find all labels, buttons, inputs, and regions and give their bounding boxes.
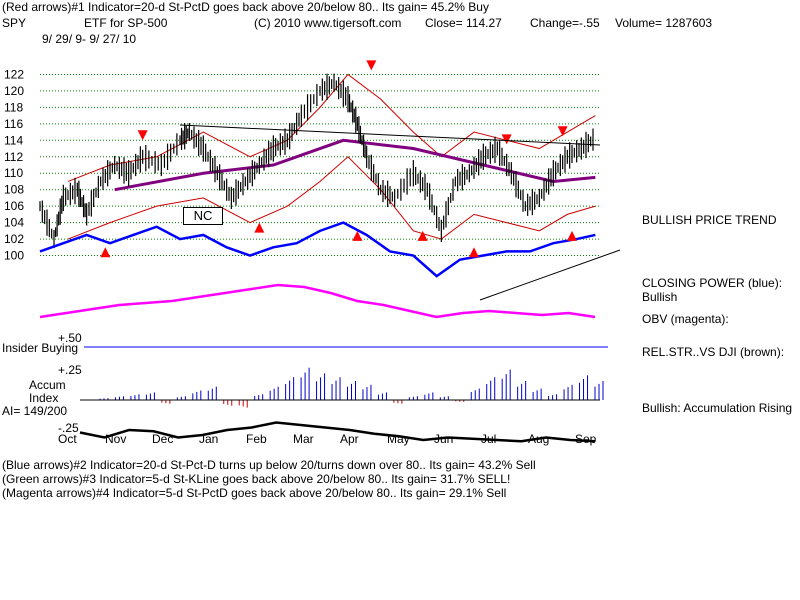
closing-power-label: CLOSING POWER (blue): — [642, 276, 783, 290]
y-tick-122: 122 — [4, 67, 24, 81]
y-tick-112: 112 — [4, 150, 23, 164]
nc-label: NC — [183, 207, 223, 225]
month-Sep: Sep — [575, 432, 597, 446]
bullish-trend-label: BULLISH PRICE TREND — [642, 213, 777, 227]
gridlines — [40, 73, 600, 257]
up-arrow-0 — [100, 247, 111, 258]
closing-power-status: Bullish — [642, 290, 678, 304]
down-arrow-0 — [137, 130, 148, 141]
closing-power-line — [39, 221, 596, 278]
ai-label: AI= 149/200 — [2, 404, 68, 418]
obv-label: OBV (magenta): — [642, 312, 729, 326]
month-Mar: Mar — [293, 432, 314, 446]
month-Apr: Apr — [340, 432, 359, 446]
down-arrow-2 — [501, 134, 512, 145]
up-arrow-5 — [567, 230, 577, 241]
y-tick-102: 102 — [4, 232, 24, 246]
plus25-label: +.25 — [58, 363, 82, 377]
up-arrow-4 — [469, 247, 479, 258]
price-bars — [39, 73, 594, 249]
trendline — [479, 249, 621, 301]
rel-strength-line — [79, 421, 596, 443]
y-tick-106: 106 — [4, 199, 24, 213]
month-Jan: Jan — [199, 432, 218, 446]
change-value: Change=-.55 — [530, 16, 600, 30]
symbol-name: ETF for SP-500 — [84, 16, 168, 30]
insider-buying-label: Insider Buying — [2, 341, 79, 355]
obv-line — [39, 283, 596, 319]
close-value: Close= 114.27 — [425, 16, 502, 30]
down-arrow-3 — [557, 126, 568, 137]
volume-value: Volume= 1287603 — [615, 16, 713, 30]
date-range: 9/ 29/ 9- 9/ 27/ 10 — [42, 32, 137, 46]
y-tick-114: 114 — [4, 133, 23, 147]
index-label: Index — [29, 391, 59, 405]
indicator-3-text: (Green arrows)#3 Indicator=5-d St-KLine … — [2, 472, 511, 486]
resistance-line — [179, 124, 601, 146]
accum-label: Accum — [29, 378, 66, 392]
y-tick-110: 110 — [4, 166, 23, 180]
month-Jun: Jun — [434, 432, 453, 446]
minus25-label: -.25 — [58, 421, 79, 435]
closing-power-line — [39, 221, 596, 278]
symbol-label: SPY — [2, 16, 27, 30]
copyright-label: (C) 2010 www.tigersoft.com — [254, 16, 402, 30]
indicator-1-text: (Red arrows)#1 Indicator=20-d St-PctD go… — [2, 0, 489, 14]
month-Nov: Nov — [105, 432, 126, 446]
indicator-4-text: (Magenta arrows)#4 Indicator=5-d St-PctD… — [2, 486, 507, 500]
month-May: May — [387, 432, 410, 446]
month-Dec: Dec — [152, 432, 173, 446]
moving-average — [114, 138, 596, 192]
up-arrow-1 — [254, 222, 265, 233]
month-Oct: Oct — [58, 432, 77, 446]
down-arrow-1 — [366, 60, 377, 71]
accumulation-bars — [80, 367, 604, 408]
obv-line — [39, 283, 596, 319]
accumulation-status: Bullish: Accumulation Rising — [642, 401, 793, 415]
y-tick-108: 108 — [4, 183, 24, 197]
plus50-label: +.50 — [58, 331, 82, 345]
signal-arrows — [100, 60, 577, 258]
y-tick-120: 120 — [4, 84, 24, 98]
y-tick-labels: 100 102 104 106 108 110 112 114 116 118 120 122 — [4, 67, 24, 262]
lower-band-line — [67, 156, 596, 240]
up-arrow-3 — [417, 230, 428, 241]
y-tick-104: 104 — [4, 216, 24, 230]
rel-strength-label: REL.STR..VS DJI (brown): — [642, 345, 785, 359]
y-tick-116: 116 — [4, 117, 23, 131]
month-Feb: Feb — [246, 432, 267, 446]
relative-strength-line — [79, 421, 596, 443]
up-arrow-2 — [352, 230, 363, 241]
y-tick-100: 100 — [4, 249, 24, 263]
y-tick-118: 118 — [4, 100, 23, 114]
month-Jul: Jul — [481, 432, 496, 446]
indicator-2-text: (Blue arrows)#2 Indicator=20-d St-Pct-D … — [2, 458, 536, 472]
month-Aug: Aug — [528, 432, 549, 446]
month-labels: Oct Nov Dec Jan Feb Mar Apr May Jun Jul Aug Sep — [58, 432, 597, 446]
moving-average-line — [114, 138, 596, 192]
